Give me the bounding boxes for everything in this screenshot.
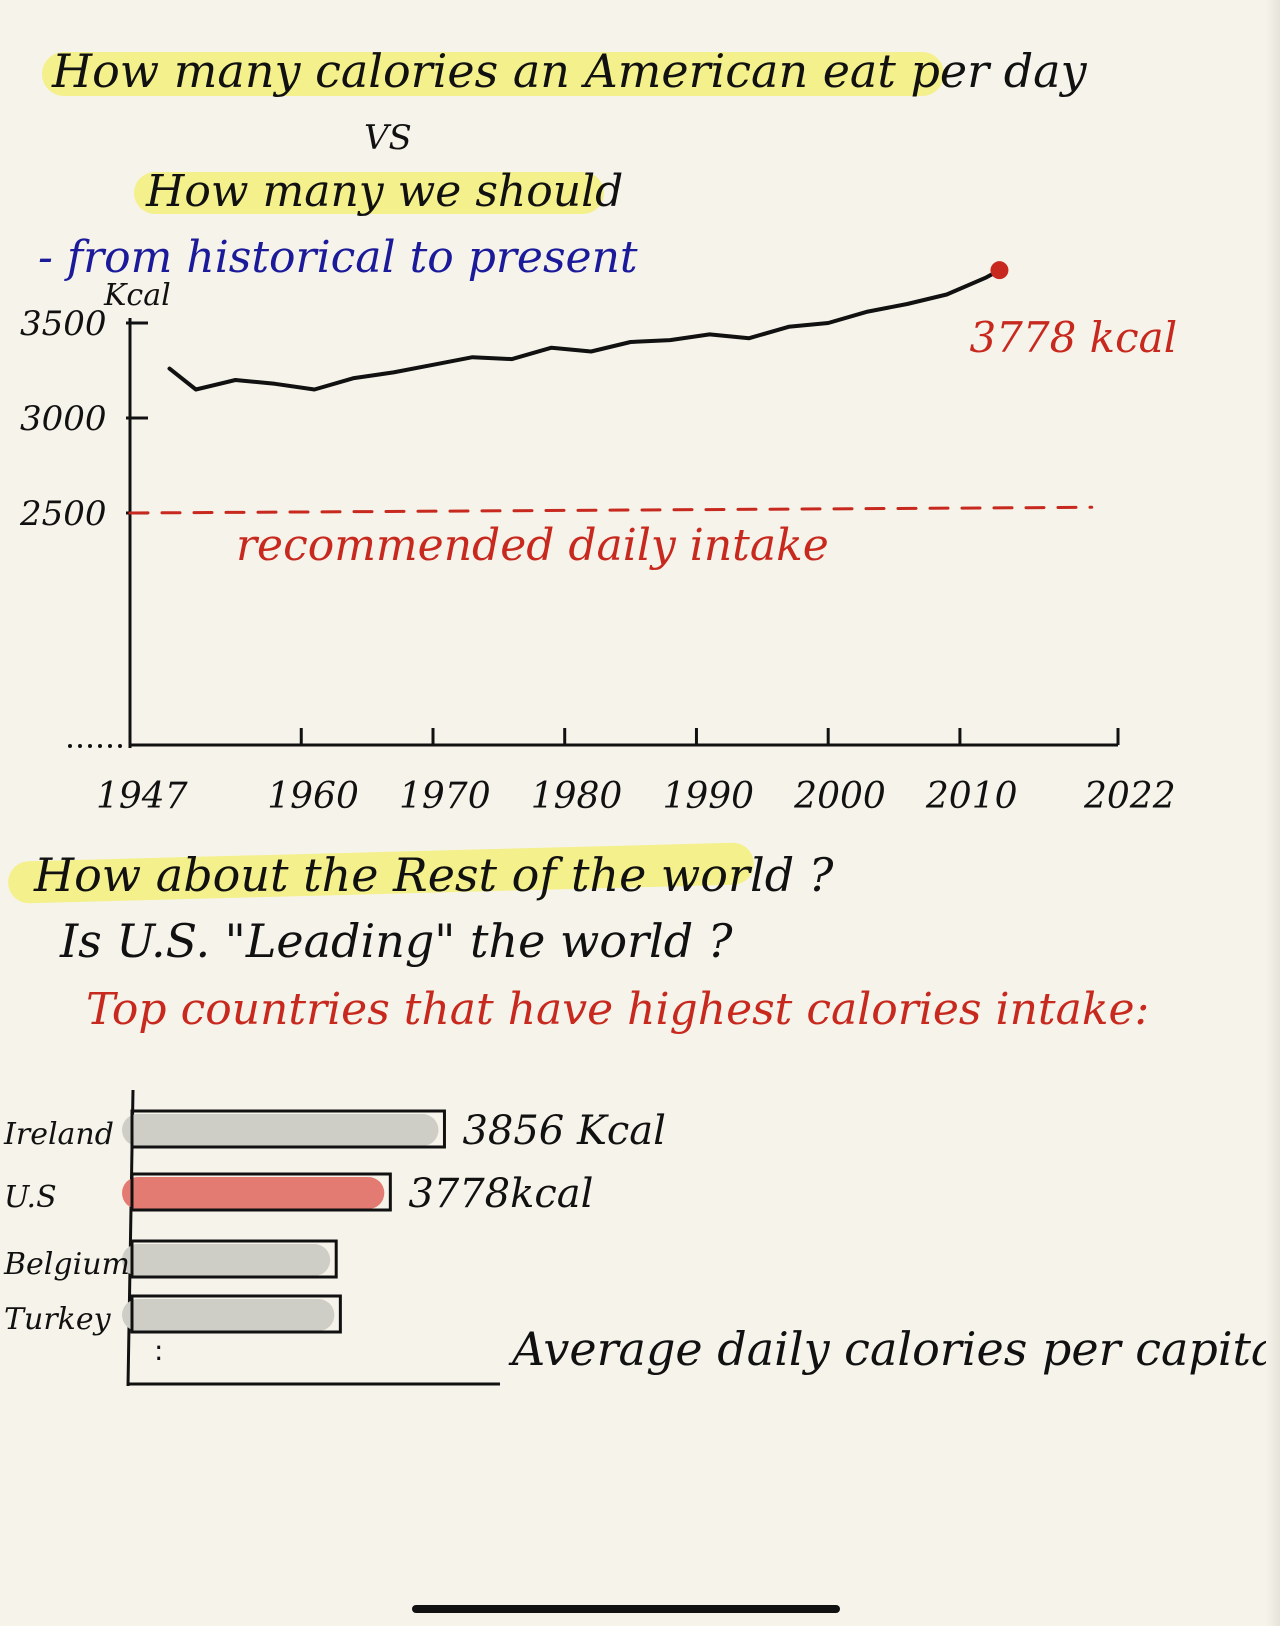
y-tick-label: 3500 bbox=[20, 304, 107, 344]
subtitle: - from historical to present bbox=[38, 232, 638, 283]
y-axis-label: Kcal bbox=[103, 278, 171, 313]
bar-category-label: U.S bbox=[4, 1180, 57, 1215]
title-highlight-1 bbox=[42, 52, 944, 96]
x-tick-label: 2022 bbox=[1083, 776, 1176, 817]
section-question-1: How about the Rest of the world ? bbox=[34, 848, 834, 902]
bar-outline bbox=[130, 1239, 338, 1279]
x-tick-label: 2010 bbox=[925, 776, 1018, 817]
y-tick-label: 2500 bbox=[19, 494, 107, 534]
x-tick-label: 1970 bbox=[399, 776, 491, 817]
bar-chart-title: Top countries that have highest calories… bbox=[86, 984, 1150, 1035]
title-line-1: How many calories an American eat per da… bbox=[52, 44, 1087, 98]
bar-value-label: 3856 Kcal bbox=[462, 1108, 665, 1154]
y-tick-label: 3000 bbox=[20, 399, 107, 439]
bar-outline bbox=[130, 1109, 446, 1149]
axis-leader-dot bbox=[108, 744, 112, 748]
home-indicator[interactable] bbox=[412, 1605, 840, 1613]
bar-ellipsis: : bbox=[154, 1334, 163, 1367]
axis-leader-dot bbox=[98, 744, 102, 748]
bar-outline bbox=[130, 1172, 392, 1212]
page-edge-shadow bbox=[1266, 0, 1280, 1626]
section-question-2: Is U.S. "Leading" the world ? bbox=[60, 914, 733, 968]
line-chart: 3500 3000 2500 Kcal 1947 1960 1970 1980 1990 200… bbox=[19, 261, 1177, 817]
bar-value-label: 3778kcal bbox=[408, 1171, 593, 1217]
bar bbox=[122, 1177, 385, 1209]
axis-leader-dot bbox=[118, 744, 122, 748]
bar-chart-xlabel: Average daily calories per capita bbox=[512, 1322, 1279, 1376]
bar-category-label: Turkey bbox=[4, 1302, 112, 1337]
bar-category-label: Belgium bbox=[3, 1247, 130, 1282]
bar-outline bbox=[130, 1294, 342, 1334]
title-vs: VS bbox=[364, 118, 412, 158]
axis-leader-dot bbox=[68, 744, 72, 748]
title-highlight-2 bbox=[134, 172, 604, 214]
consumption-line bbox=[167, 268, 1002, 392]
endpoint-label: 3778 kcal bbox=[969, 313, 1177, 362]
axis-leader-dot bbox=[78, 744, 82, 748]
bar bbox=[122, 1244, 331, 1276]
x-tick-label: 1947 bbox=[96, 776, 188, 817]
x-tick-label: 1990 bbox=[662, 776, 754, 817]
axis-leader-dot bbox=[88, 744, 92, 748]
series-label: recommended daily intake bbox=[236, 520, 829, 571]
x-tick-label: 2000 bbox=[793, 776, 886, 817]
endpoint-marker bbox=[990, 261, 1009, 280]
x-tick-label: 1960 bbox=[267, 776, 359, 817]
x-tick-label: 1980 bbox=[531, 776, 623, 817]
bar-category-label: Ireland bbox=[3, 1117, 114, 1152]
bar bbox=[122, 1299, 335, 1331]
recommended-intake-line bbox=[128, 505, 1094, 515]
bar bbox=[122, 1114, 439, 1146]
title-line-2: How many we should bbox=[146, 166, 624, 217]
